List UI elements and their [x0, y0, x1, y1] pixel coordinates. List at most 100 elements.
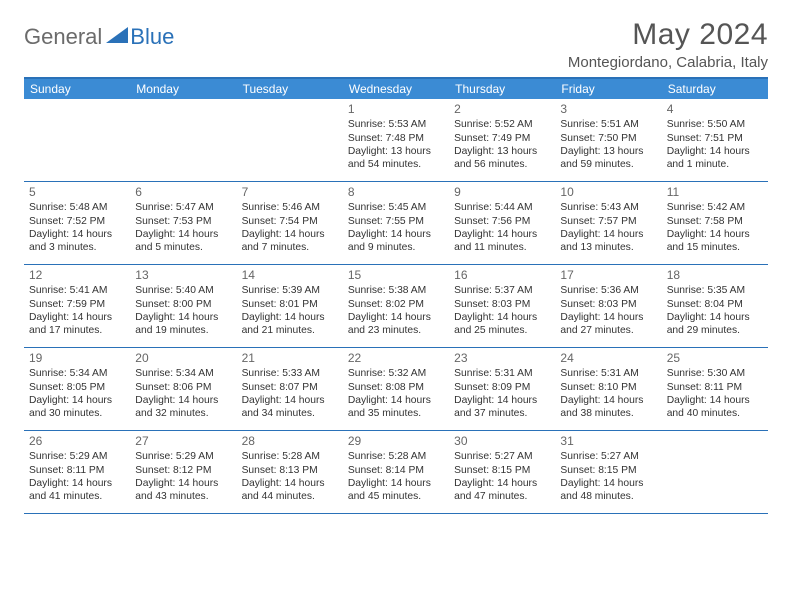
- sunset-text: Sunset: 7:50 PM: [560, 132, 656, 145]
- dow-monday: Monday: [130, 79, 236, 99]
- day-number: 20: [135, 351, 231, 366]
- day-number: 1: [348, 102, 444, 117]
- sunrise-text: Sunrise: 5:43 AM: [560, 201, 656, 214]
- day-number: 23: [454, 351, 550, 366]
- sunrise-text: Sunrise: 5:35 AM: [667, 284, 763, 297]
- daylight-text: Daylight: 14 hours and 29 minutes.: [667, 311, 763, 337]
- day-cell: 13Sunrise: 5:40 AMSunset: 8:00 PMDayligh…: [130, 265, 236, 347]
- calendar-body: 1Sunrise: 5:53 AMSunset: 7:48 PMDaylight…: [24, 99, 768, 514]
- daylight-text: Daylight: 14 hours and 38 minutes.: [560, 394, 656, 420]
- brand-part1: General: [24, 24, 102, 50]
- daylight-text: Daylight: 14 hours and 11 minutes.: [454, 228, 550, 254]
- day-number: 24: [560, 351, 656, 366]
- month-title: May 2024: [568, 18, 768, 52]
- empty-cell: [237, 99, 343, 181]
- daylight-text: Daylight: 14 hours and 27 minutes.: [560, 311, 656, 337]
- day-cell: 25Sunrise: 5:30 AMSunset: 8:11 PMDayligh…: [662, 348, 768, 430]
- day-cell: 7Sunrise: 5:46 AMSunset: 7:54 PMDaylight…: [237, 182, 343, 264]
- sunrise-text: Sunrise: 5:31 AM: [454, 367, 550, 380]
- day-number: 15: [348, 268, 444, 283]
- daylight-text: Daylight: 14 hours and 3 minutes.: [29, 228, 125, 254]
- sunset-text: Sunset: 8:14 PM: [348, 464, 444, 477]
- day-cell: 20Sunrise: 5:34 AMSunset: 8:06 PMDayligh…: [130, 348, 236, 430]
- day-cell: 19Sunrise: 5:34 AMSunset: 8:05 PMDayligh…: [24, 348, 130, 430]
- dow-tuesday: Tuesday: [237, 79, 343, 99]
- daylight-text: Daylight: 14 hours and 21 minutes.: [242, 311, 338, 337]
- sunset-text: Sunset: 8:09 PM: [454, 381, 550, 394]
- sunrise-text: Sunrise: 5:36 AM: [560, 284, 656, 297]
- brand-part2: Blue: [130, 24, 174, 50]
- dow-friday: Friday: [555, 79, 661, 99]
- day-number: 29: [348, 434, 444, 449]
- day-cell: 16Sunrise: 5:37 AMSunset: 8:03 PMDayligh…: [449, 265, 555, 347]
- daylight-text: Daylight: 14 hours and 19 minutes.: [135, 311, 231, 337]
- day-number: 6: [135, 185, 231, 200]
- sunset-text: Sunset: 8:12 PM: [135, 464, 231, 477]
- dow-row: SundayMondayTuesdayWednesdayThursdayFrid…: [24, 79, 768, 99]
- sunrise-text: Sunrise: 5:44 AM: [454, 201, 550, 214]
- sunrise-text: Sunrise: 5:51 AM: [560, 118, 656, 131]
- sunset-text: Sunset: 7:56 PM: [454, 215, 550, 228]
- dow-thursday: Thursday: [449, 79, 555, 99]
- logo-triangle-icon: [106, 27, 128, 48]
- sunrise-text: Sunrise: 5:33 AM: [242, 367, 338, 380]
- daylight-text: Daylight: 14 hours and 43 minutes.: [135, 477, 231, 503]
- sunrise-text: Sunrise: 5:27 AM: [454, 450, 550, 463]
- day-number: 17: [560, 268, 656, 283]
- sunset-text: Sunset: 7:51 PM: [667, 132, 763, 145]
- sunset-text: Sunset: 7:55 PM: [348, 215, 444, 228]
- daylight-text: Daylight: 14 hours and 15 minutes.: [667, 228, 763, 254]
- sunrise-text: Sunrise: 5:39 AM: [242, 284, 338, 297]
- day-number: 3: [560, 102, 656, 117]
- sunset-text: Sunset: 7:54 PM: [242, 215, 338, 228]
- daylight-text: Daylight: 14 hours and 30 minutes.: [29, 394, 125, 420]
- sunset-text: Sunset: 7:52 PM: [29, 215, 125, 228]
- sunset-text: Sunset: 7:49 PM: [454, 132, 550, 145]
- daylight-text: Daylight: 14 hours and 44 minutes.: [242, 477, 338, 503]
- day-cell: 23Sunrise: 5:31 AMSunset: 8:09 PMDayligh…: [449, 348, 555, 430]
- daylight-text: Daylight: 14 hours and 34 minutes.: [242, 394, 338, 420]
- daylight-text: Daylight: 14 hours and 35 minutes.: [348, 394, 444, 420]
- day-cell: 11Sunrise: 5:42 AMSunset: 7:58 PMDayligh…: [662, 182, 768, 264]
- day-cell: 9Sunrise: 5:44 AMSunset: 7:56 PMDaylight…: [449, 182, 555, 264]
- sunset-text: Sunset: 8:13 PM: [242, 464, 338, 477]
- sunrise-text: Sunrise: 5:47 AM: [135, 201, 231, 214]
- week-row: 12Sunrise: 5:41 AMSunset: 7:59 PMDayligh…: [24, 265, 768, 348]
- sunrise-text: Sunrise: 5:28 AM: [242, 450, 338, 463]
- sunset-text: Sunset: 8:07 PM: [242, 381, 338, 394]
- sunrise-text: Sunrise: 5:28 AM: [348, 450, 444, 463]
- sunrise-text: Sunrise: 5:37 AM: [454, 284, 550, 297]
- day-cell: 26Sunrise: 5:29 AMSunset: 8:11 PMDayligh…: [24, 431, 130, 513]
- day-number: 12: [29, 268, 125, 283]
- day-cell: 31Sunrise: 5:27 AMSunset: 8:15 PMDayligh…: [555, 431, 661, 513]
- day-number: 16: [454, 268, 550, 283]
- daylight-text: Daylight: 14 hours and 23 minutes.: [348, 311, 444, 337]
- sunrise-text: Sunrise: 5:53 AM: [348, 118, 444, 131]
- day-cell: 4Sunrise: 5:50 AMSunset: 7:51 PMDaylight…: [662, 99, 768, 181]
- day-cell: 12Sunrise: 5:41 AMSunset: 7:59 PMDayligh…: [24, 265, 130, 347]
- day-cell: 6Sunrise: 5:47 AMSunset: 7:53 PMDaylight…: [130, 182, 236, 264]
- daylight-text: Daylight: 14 hours and 48 minutes.: [560, 477, 656, 503]
- day-number: 26: [29, 434, 125, 449]
- day-number: 31: [560, 434, 656, 449]
- sunrise-text: Sunrise: 5:31 AM: [560, 367, 656, 380]
- day-number: 30: [454, 434, 550, 449]
- brand-logo: General Blue: [24, 18, 174, 50]
- day-number: 19: [29, 351, 125, 366]
- sunrise-text: Sunrise: 5:32 AM: [348, 367, 444, 380]
- day-number: 10: [560, 185, 656, 200]
- day-cell: 10Sunrise: 5:43 AMSunset: 7:57 PMDayligh…: [555, 182, 661, 264]
- calendar: SundayMondayTuesdayWednesdayThursdayFrid…: [24, 77, 768, 514]
- day-number: 21: [242, 351, 338, 366]
- sunset-text: Sunset: 7:53 PM: [135, 215, 231, 228]
- day-number: 13: [135, 268, 231, 283]
- page: General Blue May 2024 Montegiordano, Cal…: [0, 0, 792, 514]
- daylight-text: Daylight: 13 hours and 54 minutes.: [348, 145, 444, 171]
- sunset-text: Sunset: 8:00 PM: [135, 298, 231, 311]
- sunrise-text: Sunrise: 5:29 AM: [29, 450, 125, 463]
- sunset-text: Sunset: 7:48 PM: [348, 132, 444, 145]
- sunrise-text: Sunrise: 5:42 AM: [667, 201, 763, 214]
- daylight-text: Daylight: 14 hours and 25 minutes.: [454, 311, 550, 337]
- header: General Blue May 2024 Montegiordano, Cal…: [24, 18, 768, 71]
- sunrise-text: Sunrise: 5:46 AM: [242, 201, 338, 214]
